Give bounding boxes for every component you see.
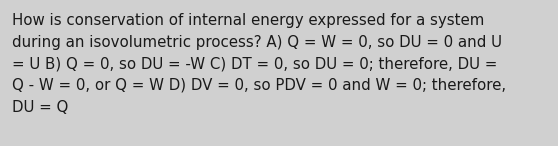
- Text: How is conservation of internal energy expressed for a system
during an isovolum: How is conservation of internal energy e…: [12, 13, 507, 115]
